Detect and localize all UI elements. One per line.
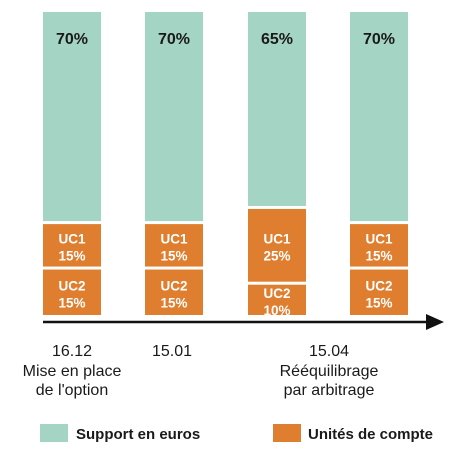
- time-axis-arrowhead: [426, 314, 444, 330]
- date-note: Rééquilibrage: [280, 363, 379, 380]
- legend-swatch: [40, 424, 68, 442]
- bar-uc2-name: UC2: [58, 278, 85, 293]
- legend-label: Support en euros: [76, 426, 200, 443]
- bar-support-segment: [145, 12, 203, 222]
- bar-support-label: 70%: [158, 31, 190, 48]
- bar-uc1-segment: [145, 224, 203, 267]
- bar-uc1-value: 15%: [365, 248, 392, 263]
- date-label: 16.12: [52, 343, 92, 360]
- bar-uc2-segment: [145, 269, 203, 315]
- date-note: Mise en place: [23, 363, 122, 380]
- bar-support-label: 70%: [56, 31, 88, 48]
- bar-uc1-value: 15%: [160, 248, 187, 263]
- bar-uc1-segment: [43, 224, 101, 267]
- date-note: de l'option: [36, 382, 108, 399]
- legend-swatch: [273, 424, 301, 442]
- bar-support-segment: [248, 12, 306, 206]
- bar-uc2-value: 10%: [263, 303, 290, 318]
- bar-uc1-segment: [350, 224, 408, 267]
- bar-uc2-segment: [248, 284, 306, 315]
- date-label: 15.01: [152, 343, 192, 360]
- bar-uc1-segment: [248, 208, 306, 282]
- bar-uc1-name: UC1: [58, 231, 85, 246]
- bar-uc2-value: 15%: [58, 295, 85, 310]
- bar-support-label: 65%: [261, 31, 293, 48]
- bar-support-segment: [350, 12, 408, 222]
- bar-uc2-segment: [43, 269, 101, 315]
- bar-support-label: 70%: [363, 31, 395, 48]
- bar-uc1-name: UC1: [263, 231, 290, 246]
- bar-uc2-value: 15%: [365, 295, 392, 310]
- bar-uc2-name: UC2: [160, 278, 187, 293]
- bar-uc1-name: UC1: [365, 231, 392, 246]
- bar-uc1-value: 15%: [58, 248, 85, 263]
- date-label: 15.04: [309, 343, 349, 360]
- bar-uc2-name: UC2: [263, 286, 290, 301]
- bar-support-segment: [43, 12, 101, 222]
- bar-uc1-value: 25%: [263, 248, 290, 263]
- bar-uc2-segment: [350, 269, 408, 315]
- bar-uc2-name: UC2: [365, 278, 392, 293]
- legend-label: Unités de compte: [308, 426, 433, 443]
- bar-uc2-value: 15%: [160, 295, 187, 310]
- date-note: par arbitrage: [284, 382, 375, 399]
- bar-uc1-name: UC1: [160, 231, 187, 246]
